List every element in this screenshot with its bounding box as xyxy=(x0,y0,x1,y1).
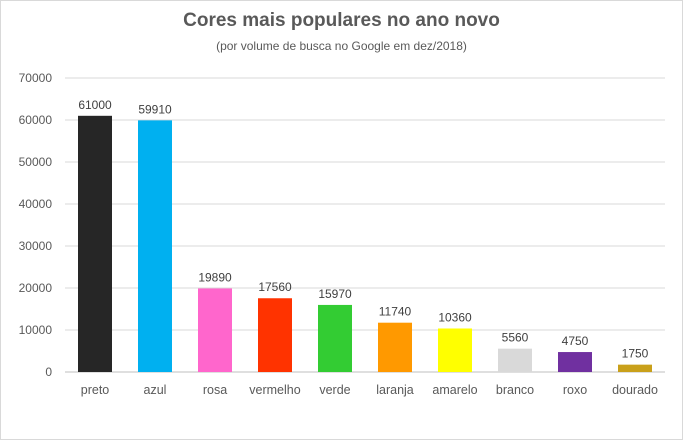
y-tick-label: 50000 xyxy=(19,155,53,169)
bar-roxo xyxy=(558,352,592,372)
bars xyxy=(78,115,652,373)
chart-subtitle: (por volume de busca no Google em dez/20… xyxy=(216,39,467,53)
bar-rosa xyxy=(198,288,232,372)
chart-title: Cores mais populares no ano novo xyxy=(183,10,500,31)
y-tick-label: 10000 xyxy=(19,323,53,337)
y-tick-label: 70000 xyxy=(19,71,53,85)
bar-azul xyxy=(138,120,172,373)
category-label-verde: verde xyxy=(319,383,350,397)
y-tick-label: 0 xyxy=(45,365,52,379)
y-tick-label: 30000 xyxy=(19,239,53,253)
bar-preto xyxy=(78,115,112,373)
bar-dourado xyxy=(618,364,652,372)
bar-branco xyxy=(498,348,532,372)
y-tick-label: 60000 xyxy=(19,113,53,127)
x-axis-category-labels: preto azul rosa vermelho verde laranja amarelo… xyxy=(81,383,658,397)
category-label-branco: branco xyxy=(496,383,534,397)
bar-vermelho xyxy=(258,298,292,372)
category-label-dourado: dourado xyxy=(612,383,658,397)
category-label-amarelo: amarelo xyxy=(432,383,477,397)
data-label-amarelo: 10360 xyxy=(438,310,472,324)
data-labels: 61000 59910 19890 17560 15970 11740 10360 5560 4… xyxy=(78,98,648,361)
y-axis-tick-labels: 0 10000 20000 30000 40000 50000 60000 70000 xyxy=(19,71,53,379)
data-label-azul: 59910 xyxy=(138,102,172,116)
data-label-vermelho: 17560 xyxy=(258,280,292,294)
data-label-verde: 15970 xyxy=(318,287,352,301)
data-label-branco: 5560 xyxy=(502,331,529,345)
category-label-roxo: roxo xyxy=(563,383,587,397)
category-label-preto: preto xyxy=(81,383,110,397)
data-label-dourado: 1750 xyxy=(622,347,649,361)
category-label-azul: azul xyxy=(144,383,167,397)
data-label-preto: 61000 xyxy=(78,98,112,112)
bar-amarelo xyxy=(438,328,472,372)
bar-laranja xyxy=(378,322,412,372)
category-label-vermelho: vermelho xyxy=(249,383,300,397)
category-label-laranja: laranja xyxy=(376,383,414,397)
category-label-rosa: rosa xyxy=(203,383,227,397)
y-tick-label: 40000 xyxy=(19,197,53,211)
data-label-rosa: 19890 xyxy=(198,270,232,284)
y-tick-label: 20000 xyxy=(19,281,53,295)
data-label-laranja: 11740 xyxy=(379,305,412,319)
bar-verde xyxy=(318,304,352,372)
data-label-roxo: 4750 xyxy=(562,334,589,348)
